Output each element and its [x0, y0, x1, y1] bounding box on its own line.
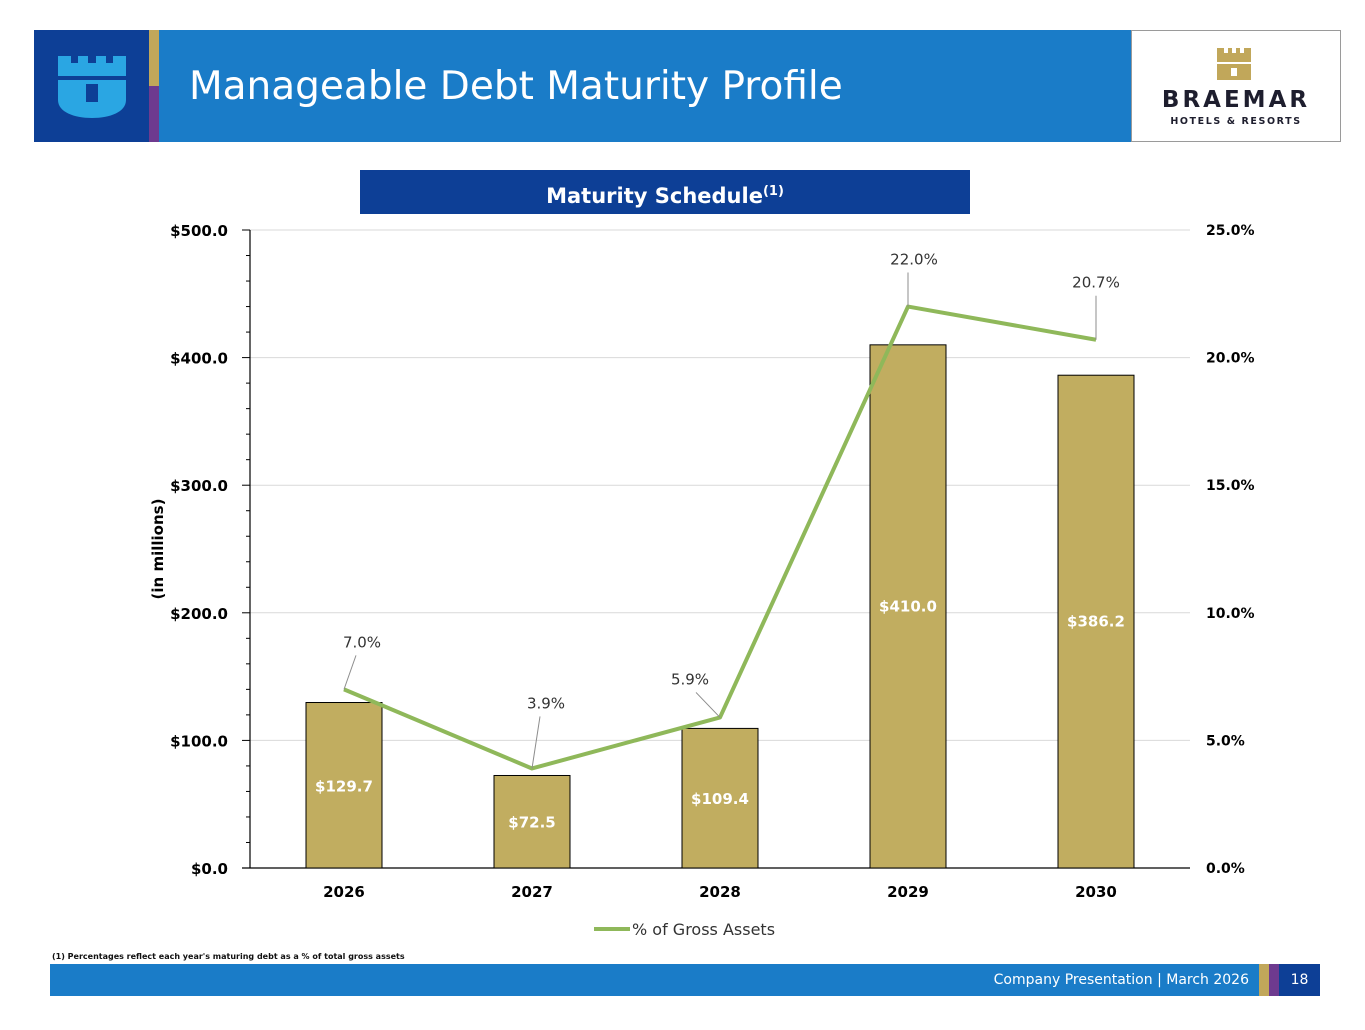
page-number: 18	[1279, 964, 1320, 996]
y-tick-label: $0.0	[191, 860, 228, 878]
bar-value-label: $386.2	[1067, 613, 1125, 631]
slide-header: Manageable Debt Maturity Profile BRAEMAR…	[34, 30, 1341, 142]
bar-value-label: $109.4	[691, 790, 749, 808]
line-value-label: 5.9%	[671, 670, 709, 688]
bar	[493, 774, 571, 869]
title-bar: Manageable Debt Maturity Profile	[159, 30, 1131, 142]
slide-footer: Company Presentation | March 2026 18	[50, 964, 1320, 996]
y-tick-label: $400.0	[170, 350, 228, 368]
y-tick-label: $100.0	[170, 732, 228, 750]
footer-strip-gold	[1259, 964, 1269, 996]
x-tick-label: 2028	[699, 883, 741, 901]
y2-tick-label: 0.0%	[1206, 861, 1245, 877]
page-title: Manageable Debt Maturity Profile	[189, 64, 843, 109]
series-line	[343, 304, 1097, 771]
bar-value-label: $72.5	[508, 814, 555, 832]
line-value-label: 22.0%	[890, 251, 938, 269]
bar-value-label: $129.7	[315, 777, 373, 795]
legend-label: % of Gross Assets	[632, 920, 775, 939]
leader-line	[343, 655, 357, 690]
braemar-tower-icon	[1217, 48, 1251, 80]
y-tick-label: $500.0	[170, 222, 228, 240]
leader-line	[695, 692, 721, 718]
line-value-label: 3.9%	[527, 694, 565, 712]
line-value-label: 20.7%	[1072, 274, 1120, 292]
accent-strip-purple	[149, 86, 159, 142]
schedule-title: Maturity Schedule	[546, 184, 763, 208]
bar	[681, 727, 759, 869]
x-tick-label: 2027	[511, 883, 553, 901]
y2-tick-label: 25.0%	[1206, 223, 1255, 239]
brand-name: BRAEMAR	[1161, 87, 1311, 113]
schedule-banner: Maturity Schedule(1)	[360, 170, 970, 214]
castle-tower-icon	[58, 56, 126, 118]
x-tick-label: 2026	[323, 883, 365, 901]
footnote: (1) Percentages reflect each year's matu…	[52, 952, 405, 961]
x-tick-label: 2029	[887, 883, 929, 901]
y-axis-label: (in millions)	[149, 499, 167, 600]
accent-strip-gold	[149, 30, 159, 86]
leader-line	[531, 716, 541, 769]
brand-subtitle: HOTELS & RESORTS	[1170, 116, 1302, 127]
x-tick-label: 2030	[1075, 883, 1117, 901]
footer-strip-purple	[1269, 964, 1279, 996]
y2-tick-label: 5.0%	[1206, 733, 1245, 749]
y-tick-label: $300.0	[170, 477, 228, 495]
footer-text: Company Presentation | March 2026	[993, 972, 1249, 988]
y2-tick-label: 15.0%	[1206, 478, 1255, 494]
line-value-label: 7.0%	[343, 633, 381, 651]
bar	[1057, 374, 1135, 869]
y-tick-label: $200.0	[170, 605, 228, 623]
y2-tick-label: 10.0%	[1206, 606, 1255, 622]
bar	[305, 702, 383, 869]
bar	[869, 344, 947, 869]
castle-logo-tile	[34, 30, 149, 142]
y2-tick-label: 20.0%	[1206, 351, 1255, 367]
schedule-footnote-ref: (1)	[762, 184, 784, 199]
bar-value-label: $410.0	[879, 598, 937, 616]
brand-logo: BRAEMAR HOTELS & RESORTS	[1131, 30, 1341, 142]
